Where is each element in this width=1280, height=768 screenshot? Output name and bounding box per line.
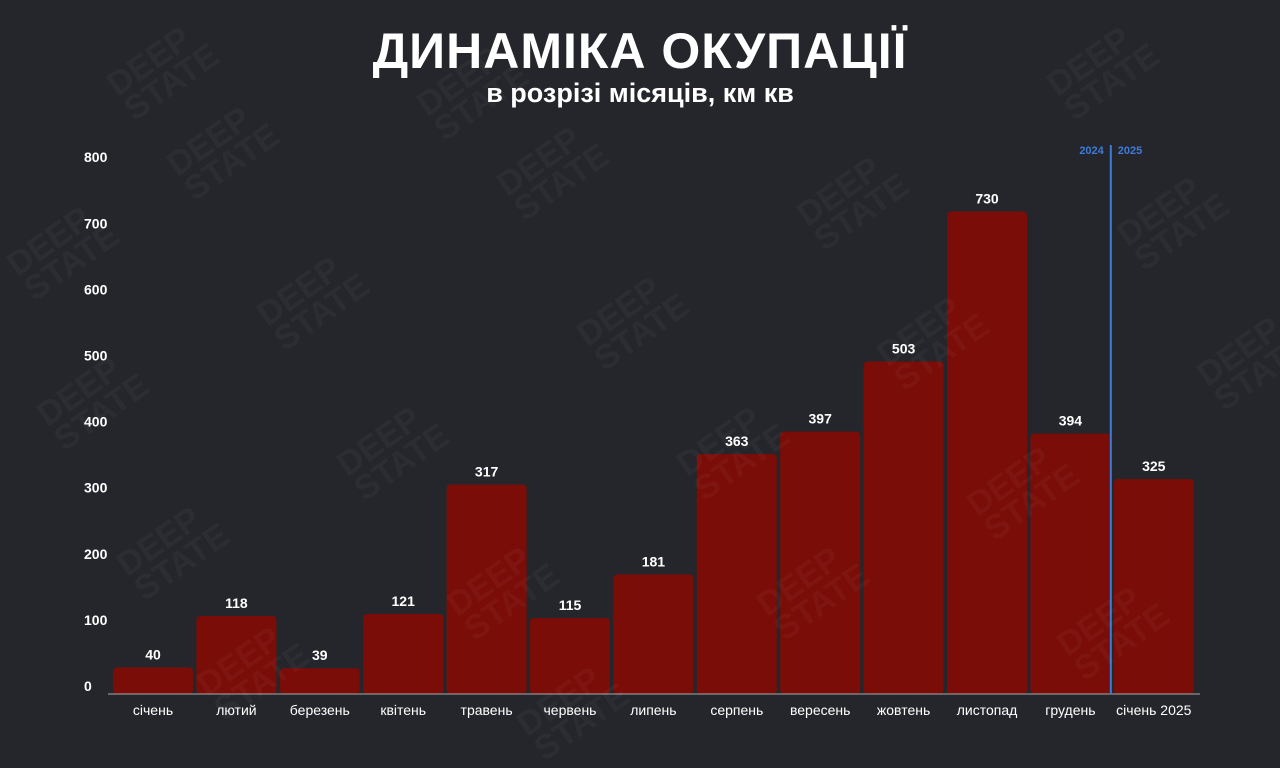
data-label: 394 (1059, 413, 1083, 429)
data-label: 118 (225, 595, 248, 611)
bar (1030, 433, 1111, 694)
data-label: 181 (642, 553, 666, 569)
x-tick-label: січень 2025 (1116, 702, 1191, 718)
y-tick-label: 0 (84, 678, 92, 694)
x-tick-label: березень (290, 702, 350, 718)
y-tick-label: 200 (84, 546, 108, 562)
bar (1113, 479, 1194, 694)
y-tick-label: 300 (84, 480, 108, 496)
x-tick-label: січень (133, 702, 173, 718)
data-label: 39 (312, 647, 328, 663)
bar (446, 484, 527, 694)
data-label: 317 (475, 463, 499, 479)
y-tick-label: 400 (84, 414, 108, 430)
x-tick-label: лютий (216, 702, 256, 718)
y-tick-label: 600 (84, 281, 108, 297)
y-tick-label: 700 (84, 215, 108, 231)
data-label: 40 (145, 647, 161, 663)
data-label: 397 (809, 411, 833, 427)
x-tick-label: жовтень (877, 702, 930, 718)
bar (363, 614, 444, 694)
bar (863, 361, 944, 694)
bar (780, 431, 861, 694)
x-tick-label: червень (544, 702, 597, 718)
bar (530, 617, 610, 694)
data-label: 325 (1142, 458, 1166, 474)
x-tick-label: листопад (957, 702, 1018, 718)
x-tick-label: липень (630, 702, 676, 718)
y-tick-label: 100 (84, 612, 108, 628)
data-label: 730 (975, 190, 999, 206)
bar (947, 211, 1027, 694)
data-label: 363 (725, 433, 749, 449)
bar (196, 616, 277, 694)
bar (696, 454, 777, 694)
year-label-2024: 2024 (1079, 145, 1104, 157)
bar (279, 668, 360, 694)
bar (613, 574, 694, 694)
year-label-2025: 2025 (1118, 145, 1142, 157)
x-tick-label: вересень (790, 702, 850, 718)
data-label: 503 (892, 341, 916, 357)
y-tick-label: 500 (84, 348, 108, 364)
y-tick-label: 800 (84, 149, 108, 165)
x-tick-label: грудень (1045, 702, 1095, 718)
x-tick-label: серпень (710, 702, 763, 718)
data-label: 121 (392, 593, 416, 609)
x-tick-label: квітень (380, 702, 426, 718)
chart-subtitle: в розрізі місяців, км кв (486, 78, 794, 108)
chart-title: ДИНАМІКА ОКУПАЦІЇ (372, 23, 908, 79)
bar (113, 667, 193, 694)
x-tick-label: травень (461, 702, 513, 718)
bar-chart: 0 100 200 300 400 500 600 700 800 40 січень 118 люти… (84, 145, 1200, 718)
data-label: 115 (559, 597, 582, 613)
